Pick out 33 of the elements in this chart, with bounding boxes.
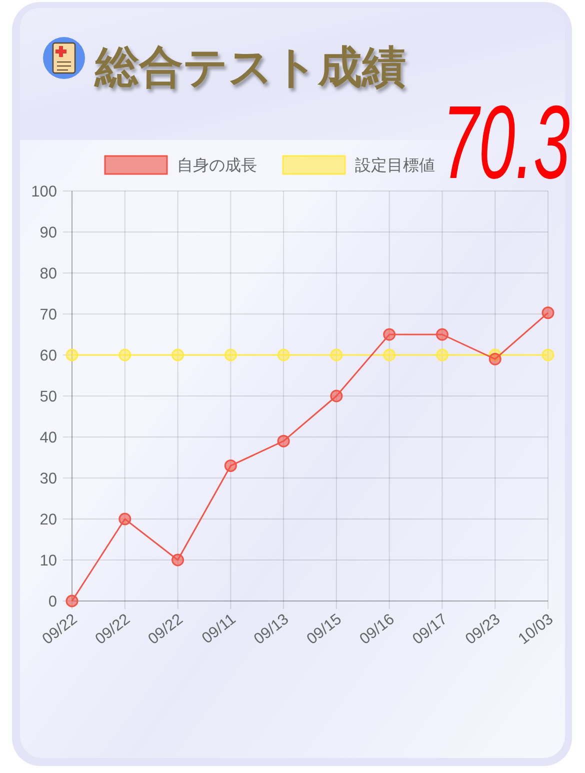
point [118, 348, 132, 362]
point [542, 348, 554, 362]
y-tick-label: 50 [40, 388, 58, 406]
point [383, 328, 396, 341]
point [66, 348, 78, 362]
point [172, 554, 184, 566]
point [172, 348, 184, 362]
y-tick-label: 80 [40, 265, 58, 282]
point [118, 512, 132, 526]
legend-label: 設定目標値 [355, 156, 435, 175]
y-tick-label: 60 [40, 347, 58, 364]
y-tick-label: 10 [40, 552, 58, 570]
point [542, 306, 554, 320]
point [488, 352, 502, 366]
point [436, 348, 448, 362]
point [277, 434, 290, 448]
y-tick-label: 0 [48, 593, 58, 610]
point [383, 348, 396, 362]
annotation: 70.3 [442, 84, 570, 201]
y-tick-label: 70 [40, 306, 58, 324]
y-tick-label: 30 [40, 470, 58, 488]
point [330, 348, 343, 362]
point [330, 390, 343, 402]
chart-title: 総合テスト成績 [93, 43, 406, 92]
point [277, 348, 290, 362]
y-tick-label: 40 [40, 429, 58, 446]
y-tick-label: 90 [40, 224, 58, 242]
point [224, 348, 237, 362]
y-tick-label: 100 [31, 183, 58, 200]
point [436, 328, 448, 341]
point [224, 459, 237, 472]
y-tick-label: 20 [40, 511, 58, 528]
legend-label: 自身の成長 [177, 156, 257, 175]
